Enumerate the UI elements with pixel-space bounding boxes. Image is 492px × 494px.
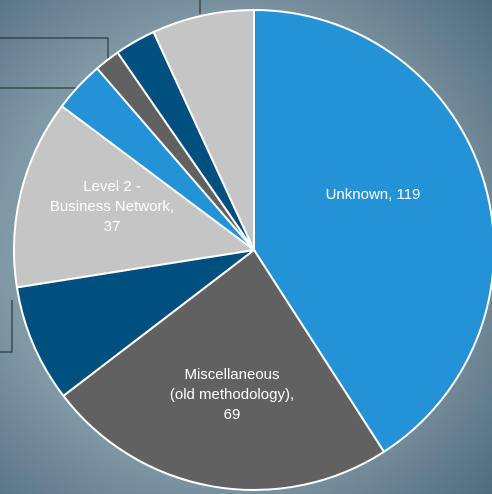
slice-label: (old methodology), <box>170 386 294 403</box>
slice-label: Level 2 - <box>83 178 141 195</box>
chart: Unknown, 119 Miscellaneous (old methodolog… <box>0 0 492 494</box>
slice-label: 69 <box>224 406 241 423</box>
pie: Unknown, 119 Miscellaneous (old methodolog… <box>14 10 492 490</box>
slice-label: 37 <box>104 218 121 235</box>
slice-label: Unknown, 119 <box>326 186 421 203</box>
slice-label: Miscellaneous <box>184 366 279 383</box>
slice-label: Business Network, <box>50 198 174 215</box>
